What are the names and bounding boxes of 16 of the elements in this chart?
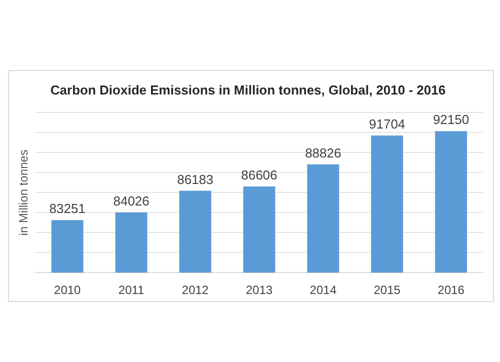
- x-tick-label: 2011: [118, 283, 145, 298]
- data-label: 84026: [113, 193, 150, 208]
- y-axis-title: in Million tonnes: [16, 150, 31, 236]
- data-label: 86606: [241, 168, 278, 183]
- x-tick-label: 2013: [246, 283, 273, 298]
- data-label: 83251: [49, 201, 86, 216]
- x-tick-label: 2010: [54, 283, 82, 298]
- chart-title: Carbon Dioxide Emissions in Million tonnes, Global, 2010 - 2016: [50, 82, 446, 98]
- data-label: 86183: [177, 172, 214, 187]
- x-tick-label: 2015: [374, 283, 401, 298]
- data-label: 91704: [369, 116, 406, 132]
- x-tick-label: 2016: [438, 283, 465, 298]
- data-label: 92150: [432, 112, 470, 128]
- x-tick-label: 2014: [310, 283, 337, 298]
- x-tick-label: 2012: [182, 283, 209, 298]
- data-label: 88826: [305, 145, 342, 160]
